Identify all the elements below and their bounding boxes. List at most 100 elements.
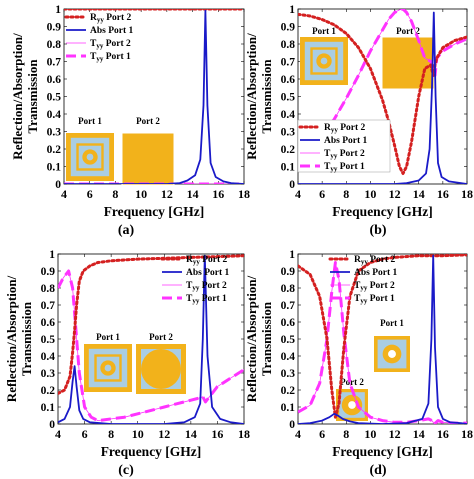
x-tick-label: 8 [343, 427, 349, 441]
legend-entry: Abs Port 1 [354, 268, 398, 278]
y-tick-label: 0.7 [281, 300, 296, 312]
port-square-ring [76, 143, 104, 171]
legend-entry: Tyy Port 2 [324, 149, 365, 160]
legend-entry-rest: Port 2 [338, 123, 366, 133]
x-axis-label: Frequency [GHz] [104, 204, 205, 219]
x-tick-label: 14 [413, 427, 425, 441]
panel-c: 4 6 8 10 12 14 16 18 0 0.1 0.2 0.3 0.4 0.5 0.6 0.7 0.8 0.… [4, 249, 250, 478]
y-tick-label: 0.3 [281, 127, 296, 139]
x-tick-label: 6 [319, 427, 325, 441]
legend-entry-rest: Port 1 [103, 52, 131, 62]
x-tick-label: 18 [238, 427, 250, 441]
series-line [58, 254, 244, 424]
legend-entry: Tyy Port 2 [90, 39, 131, 50]
legend-entry-main: R [90, 13, 97, 23]
legend-entry: Tyy Port 2 [354, 281, 395, 292]
x-tick-label: 16 [212, 187, 224, 201]
legend-entry: Abs Port 1 [186, 268, 230, 278]
y-axis-label-line1: Reflection/Absorption/ [4, 275, 19, 402]
legend-entry-sub: yy [192, 284, 200, 292]
x-tick-label: 8 [108, 427, 114, 441]
x-tick-label: 14 [413, 187, 425, 201]
y-axis-label-line2: Transmission [19, 301, 34, 376]
x-tick-label: 4 [55, 427, 61, 441]
port-label: Port 2 [136, 116, 160, 126]
series-line [64, 9, 244, 184]
legend-entry-main: T [186, 294, 193, 304]
legend-box [297, 119, 391, 173]
x-tick-label: 18 [461, 427, 473, 441]
legend-entry-main: T [90, 52, 97, 62]
y-tick-label: 0.1 [47, 162, 62, 174]
x-tick-label: 18 [461, 187, 473, 201]
y-tick-label: 0.9 [41, 266, 56, 278]
legend-entry-main: Abs Port 1 [324, 136, 368, 146]
y-tick-label: 0.4 [281, 351, 296, 363]
legend-entry: Ryy Port 2 [90, 13, 132, 24]
x-axis-label: Frequency [GHz] [332, 204, 433, 219]
legend-entry-sub: yy [361, 258, 369, 266]
legend-entry: Abs Port 1 [324, 136, 368, 146]
port-label: Port 2 [149, 332, 173, 342]
y-tick-label: 0.5 [281, 334, 296, 346]
y-tick-label: 0.7 [47, 57, 62, 69]
port-square-ring [310, 47, 338, 75]
x-tick-label: 16 [437, 187, 449, 201]
legend-entry-rest: Port 1 [367, 294, 395, 304]
port-disk-hole [320, 57, 328, 65]
x-tick-label: 6 [82, 427, 88, 441]
y-tick-label: 0.8 [281, 283, 296, 295]
x-tick-label: 4 [295, 187, 301, 201]
legend-entry-rest: Port 2 [367, 281, 395, 291]
y-tick-label: 0.9 [281, 266, 296, 278]
y-tick-label: 0.8 [281, 39, 296, 51]
legend-entry-main: T [354, 281, 361, 291]
port-unit-cell-solid [381, 36, 435, 90]
legend-entry: Abs Port 1 [90, 26, 134, 36]
x-tick-label: 4 [295, 427, 301, 441]
y-tick-label: 0.4 [41, 351, 56, 363]
port-label: Port 2 [340, 377, 364, 387]
y-tick-label: 0.6 [281, 74, 296, 86]
y-tick-label: 0.3 [47, 127, 62, 139]
y-tick-label: 0.4 [281, 109, 296, 121]
legend-entry-rest: Port 1 [337, 162, 365, 172]
y-axis-label-line2: Transmission [259, 59, 274, 134]
y-tick-label: 0.5 [47, 92, 62, 104]
legend-entry-rest: Port 2 [104, 13, 132, 23]
legend-entry-sub: yy [330, 152, 338, 160]
y-tick-label: 1 [289, 4, 295, 16]
y-tick-label: 0.9 [281, 22, 296, 34]
y-tick-label: 0.1 [281, 162, 296, 174]
y-tick-label: 0.6 [47, 74, 62, 86]
y-axis-label: Reflection/Absorption/Transmission [244, 275, 274, 402]
x-tick-label: 14 [187, 187, 199, 201]
y-tick-label: 0.9 [47, 22, 62, 34]
panel-d: 4 6 8 10 12 14 16 18 0 0.1 0.2 0.3 0.4 0.5 0.6 0.7 0.8 0.… [244, 249, 473, 478]
legend-entry-main: R [324, 123, 331, 133]
panel-caption: (d) [369, 463, 386, 478]
x-tick-label: 16 [437, 427, 449, 441]
y-tick-label: 0.5 [281, 92, 296, 104]
y-axis-label-line2: Transmission [259, 301, 274, 376]
y-tick-label: 0.2 [41, 385, 56, 397]
port-ring-hole [348, 401, 356, 409]
x-tick-label: 10 [364, 187, 376, 201]
port-label: Port 1 [78, 116, 102, 126]
port-unit-cell-solid [121, 132, 175, 186]
series-line [298, 11, 467, 184]
legend-entry-main: R [354, 255, 361, 265]
y-tick-label: 1 [55, 4, 61, 16]
legend-entry: Ryy Port 2 [186, 255, 228, 266]
y-tick-label: 0 [55, 179, 61, 191]
y-tick-label: 0 [49, 419, 55, 431]
x-tick-label: 16 [211, 427, 223, 441]
legend-entry-rest: Port 2 [337, 149, 365, 159]
legend-entry-sub: yy [96, 42, 104, 50]
legend-entry-main: Abs Port 1 [186, 268, 230, 278]
x-axis-label: Frequency [GHz] [101, 444, 202, 459]
legend-entry: Tyy Port 1 [186, 294, 227, 305]
panel-caption: (b) [369, 223, 386, 238]
x-tick-label: 12 [389, 427, 401, 441]
legend-entry-main: T [324, 149, 331, 159]
